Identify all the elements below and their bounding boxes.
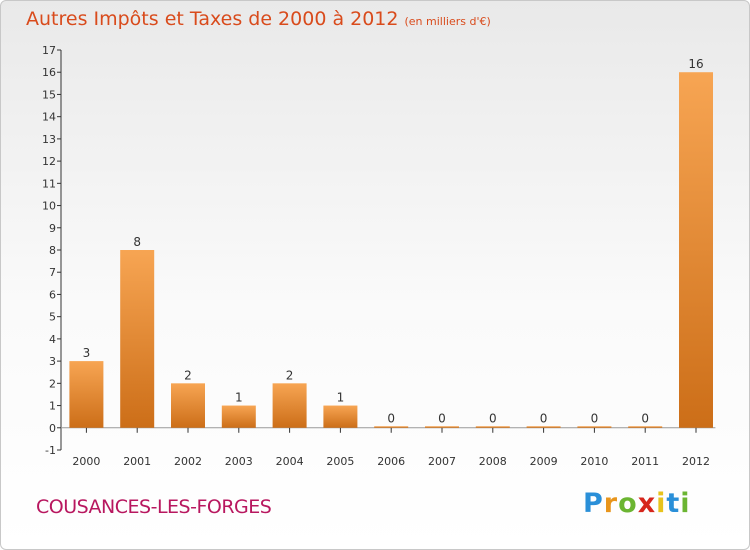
bar-2007: [425, 426, 459, 428]
logo-letter: t: [666, 488, 681, 519]
data-label: 3: [83, 346, 91, 360]
bar-2009: [526, 426, 561, 428]
chart-labels: 2000 3 2001 8 2002 2 2003 1 2004 2 2005 1 2006 0 2007 0…: [72, 57, 710, 468]
logo-letter: i: [680, 488, 691, 519]
bar-2011: [628, 426, 663, 428]
bar-2003: [221, 405, 256, 428]
bar-2005: [323, 405, 358, 428]
data-label: 8: [133, 235, 141, 249]
data-label: 1: [235, 391, 243, 405]
logo-letter: i: [656, 488, 667, 519]
logo-letter: o: [618, 488, 638, 519]
logo-letter: r: [603, 488, 619, 519]
data-label: 1: [337, 391, 345, 405]
y-tick-label: 7: [49, 266, 56, 279]
x-tick-label: 2008: [479, 455, 507, 468]
bar-2010: [577, 426, 612, 428]
x-tick-label: 2005: [326, 455, 354, 468]
y-tick-label: 1: [49, 400, 56, 413]
x-tick-label: 2011: [631, 455, 659, 468]
x-tick-label: 2002: [174, 455, 202, 468]
data-label: 16: [688, 57, 703, 71]
y-tick-label: 11: [42, 177, 56, 190]
y-tick-label: 0: [49, 422, 56, 435]
chart-bars: [69, 72, 713, 428]
bar-2008: [475, 426, 510, 428]
bar-2000: [69, 361, 104, 428]
data-label: 2: [184, 368, 192, 382]
y-tick-label: 6: [49, 288, 56, 301]
x-tick-label: 2003: [225, 455, 253, 468]
y-tick-label: 2: [49, 377, 56, 390]
data-label: 0: [438, 411, 446, 425]
bar-2001: [120, 250, 155, 428]
y-tick-label: 15: [42, 88, 56, 101]
x-tick-label: 2004: [276, 455, 304, 468]
x-tick-label: 2006: [377, 455, 405, 468]
bar-2004: [272, 383, 307, 428]
x-tick-label: 2012: [682, 455, 710, 468]
data-label: 2: [286, 368, 294, 382]
x-tick-label: 2010: [580, 455, 608, 468]
y-tick-label: 9: [49, 222, 56, 235]
x-tick-label: 2007: [428, 455, 456, 468]
y-tick-label: 17: [42, 44, 56, 57]
y-tick-label: 8: [49, 244, 56, 257]
y-tick-label: 5: [49, 311, 56, 324]
proxiti-logo: Proxiti: [583, 488, 691, 519]
title-text: Autres Impôts et Taxes de 2000 à 2012: [26, 8, 399, 30]
title-unit: (en milliers d'€): [404, 15, 491, 28]
commune-name: COUSANCES-LES-FORGES: [36, 496, 272, 518]
y-tick-label: 16: [42, 66, 56, 79]
y-tick-label: -1: [45, 444, 56, 457]
data-label: 0: [540, 411, 548, 425]
chart-title: Autres Impôts et Taxes de 2000 à 2012 (en…: [26, 8, 491, 30]
bar-2002: [171, 383, 205, 428]
y-tick-label: 13: [42, 133, 56, 146]
y-tick-label: 4: [49, 333, 56, 346]
y-tick-label: 12: [42, 155, 56, 168]
y-tick-label: 10: [42, 200, 56, 213]
y-tick-label: 3: [49, 355, 56, 368]
y-tick-label: 14: [42, 111, 56, 124]
logo-letter: P: [583, 488, 604, 519]
bar-2012: [679, 72, 713, 428]
bar-2006: [374, 426, 409, 428]
x-tick-label: 2009: [530, 455, 558, 468]
x-tick-label: 2000: [72, 455, 100, 468]
logo-letter: x: [637, 488, 657, 519]
data-label: 0: [641, 411, 649, 425]
data-label: 0: [489, 411, 497, 425]
data-label: 0: [591, 411, 599, 425]
data-label: 0: [387, 411, 395, 425]
x-tick-label: 2001: [123, 455, 151, 468]
